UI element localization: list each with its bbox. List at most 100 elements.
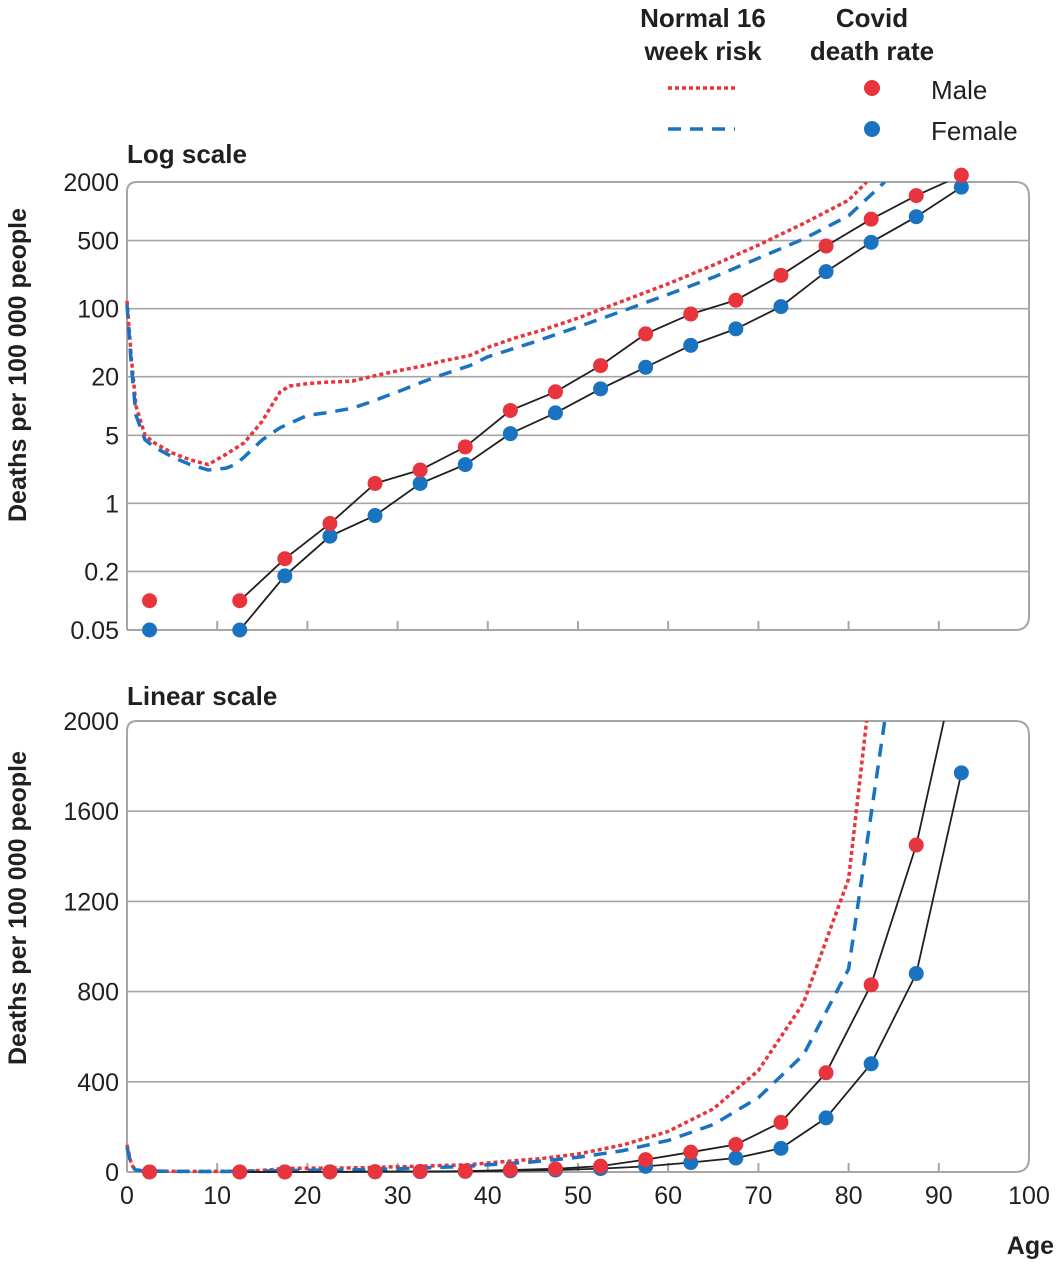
linear-panel-title: Linear scale (127, 681, 277, 711)
covid-male-point (142, 593, 158, 609)
covid-male-point (728, 292, 744, 308)
covid-male-point (412, 462, 428, 478)
x-tick-label: 30 (384, 1182, 412, 1210)
covid-male-point (908, 188, 924, 204)
covid-male-point (683, 1144, 699, 1160)
y-tick-label: 0.05 (70, 617, 119, 645)
covid-male-point (953, 167, 969, 183)
covid-male-point (638, 326, 654, 342)
legend-female-marker (864, 121, 880, 137)
plot-frame (126, 181, 1030, 631)
x-tick-label: 20 (293, 1182, 321, 1210)
normal-female-curve (125, 721, 887, 1174)
covid-male-point (818, 1065, 834, 1081)
normal-male-curve (125, 182, 868, 467)
legend-female-label: Female (931, 116, 1018, 146)
x-tick-label: 70 (744, 1182, 772, 1210)
covid-male-point (322, 516, 338, 532)
covid-male-point (593, 1158, 609, 1174)
covid-female-point (683, 337, 699, 353)
covid-female-point (457, 457, 473, 473)
covid-male-point (547, 384, 563, 400)
covid-male-point (908, 837, 924, 853)
covid-female-point (322, 528, 338, 544)
legend-male-marker (864, 80, 880, 96)
covid-male-point (232, 593, 248, 609)
covid-female-point (863, 234, 879, 250)
covid-male-point (367, 475, 383, 491)
covid-male-point (232, 1164, 248, 1180)
x-tick-label: 90 (925, 1182, 953, 1210)
log-scale-panel: 2000 500 100 20 5 1 0.2 0.05 (63, 167, 1030, 645)
y-tick-label: 20 (91, 364, 119, 392)
y-tick-label: 1200 (63, 888, 119, 916)
covid-female-point (232, 622, 248, 638)
covid-female-point (728, 1150, 744, 1166)
legend-covid-header-line2: death rate (810, 36, 934, 66)
covid-male-point (457, 1163, 473, 1179)
covid-male-point (728, 1136, 744, 1152)
covid-female-point (908, 966, 924, 982)
covid-female-point (818, 264, 834, 280)
y-tick-label: 800 (77, 979, 119, 1007)
x-tick-label: 50 (564, 1182, 592, 1210)
covid-male-point (773, 1114, 789, 1130)
x-tick-label: 60 (654, 1182, 682, 1210)
covid-male-point (457, 439, 473, 455)
covid-female-point (412, 475, 428, 491)
legend-normal-header-line2: week risk (643, 36, 762, 66)
covid-male-point (773, 267, 789, 283)
x-tick-label: 10 (203, 1182, 231, 1210)
plot-area (125, 721, 969, 1180)
covid-male-point (863, 977, 879, 993)
log-y-axis-label: Deaths per 100 000 people (4, 208, 32, 522)
y-tick-label: 0.2 (84, 558, 119, 586)
covid-male-point (502, 1162, 518, 1178)
covid-female-point (683, 1155, 699, 1171)
covid-female-point (593, 381, 609, 397)
log-panel-title: Log scale (127, 139, 247, 169)
legend-covid-header-line1: Covid (836, 3, 908, 33)
y-tick-label: 5 (105, 422, 119, 450)
covid-male-point (818, 238, 834, 254)
x-tick-label: 100 (1008, 1182, 1050, 1210)
x-tick-label: 80 (835, 1182, 863, 1210)
legend-male-label: Male (931, 75, 987, 105)
covid-female-point (908, 209, 924, 225)
linear-scale-panel: 2000 1600 1200 800 400 00 10 20 30 40 50 60 70 80 90 10… (63, 708, 1050, 1210)
covid-female-point (277, 568, 293, 584)
x-tick-label: 0 (120, 1182, 134, 1210)
covid-female-point (863, 1056, 879, 1072)
covid-male-point (322, 1164, 338, 1180)
covid-female-point (142, 622, 158, 638)
linear-y-axis-label: Deaths per 100 000 people (4, 751, 32, 1065)
y-tick-label: 2000 (63, 169, 119, 197)
legend: Normal 16 week risk Covid death rate Mal… (640, 3, 1018, 146)
covid-male-point (683, 306, 699, 322)
covid-male-point (863, 211, 879, 227)
y-tick-label: 2000 (63, 708, 119, 736)
y-tick-label: 0 (105, 1159, 119, 1187)
normal-male-curve (125, 721, 869, 1174)
y-tick-label: 400 (77, 1069, 119, 1097)
covid-female-point (367, 508, 383, 524)
covid-male-point (142, 1164, 158, 1180)
covid-female-point (773, 299, 789, 315)
covid-female-point (728, 321, 744, 337)
covid-male-point (277, 1164, 293, 1180)
covid-female-point (638, 359, 654, 375)
y-tick-label: 1600 (63, 798, 119, 826)
y-tick-label: 500 (77, 228, 119, 256)
plot-frame (126, 720, 1030, 1173)
x-tick-label: 40 (474, 1182, 502, 1210)
covid-male-point (638, 1152, 654, 1168)
covid-male-point (502, 402, 518, 418)
covid-male-point (593, 358, 609, 374)
legend-normal-header-line1: Normal 16 (640, 3, 766, 33)
covid-male-point (547, 1161, 563, 1177)
covid-male-point (277, 551, 293, 567)
covid-female-point (547, 405, 563, 421)
x-axis-label: Age (1007, 1232, 1054, 1260)
normal-female-curve (125, 182, 886, 472)
